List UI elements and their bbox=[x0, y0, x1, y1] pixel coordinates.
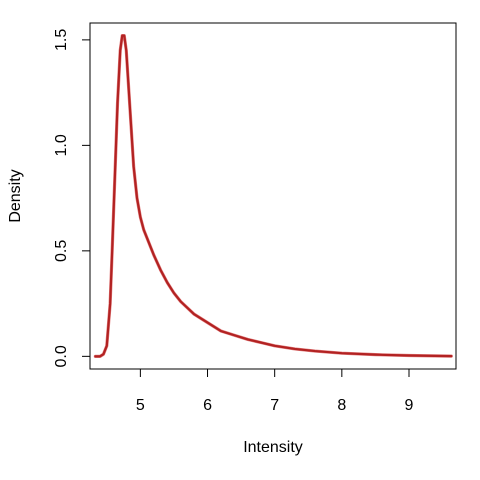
plot-frame bbox=[89, 22, 457, 370]
x-tick-label: 7 bbox=[270, 397, 279, 414]
x-axis: 5 6 7 8 9 bbox=[136, 368, 414, 414]
y-axis: 0.0 0.5 1.0 1.5 bbox=[53, 29, 91, 367]
x-tick-label: 5 bbox=[136, 397, 145, 414]
density-line-shadow bbox=[93, 34, 453, 358]
x-tick-label: 6 bbox=[203, 397, 212, 414]
y-axis-title: Density bbox=[7, 169, 24, 222]
x-tick-label: 8 bbox=[337, 397, 346, 414]
y-tick-label: 1.0 bbox=[53, 134, 70, 156]
y-tick-label: 0.0 bbox=[53, 345, 70, 367]
x-tick-label: 9 bbox=[405, 397, 414, 414]
y-tick-label: 1.5 bbox=[53, 29, 70, 51]
y-tick-label: 0.5 bbox=[53, 240, 70, 262]
density-line bbox=[94, 34, 453, 358]
series-layer bbox=[93, 34, 453, 358]
x-axis-title: Intensity bbox=[243, 439, 303, 456]
